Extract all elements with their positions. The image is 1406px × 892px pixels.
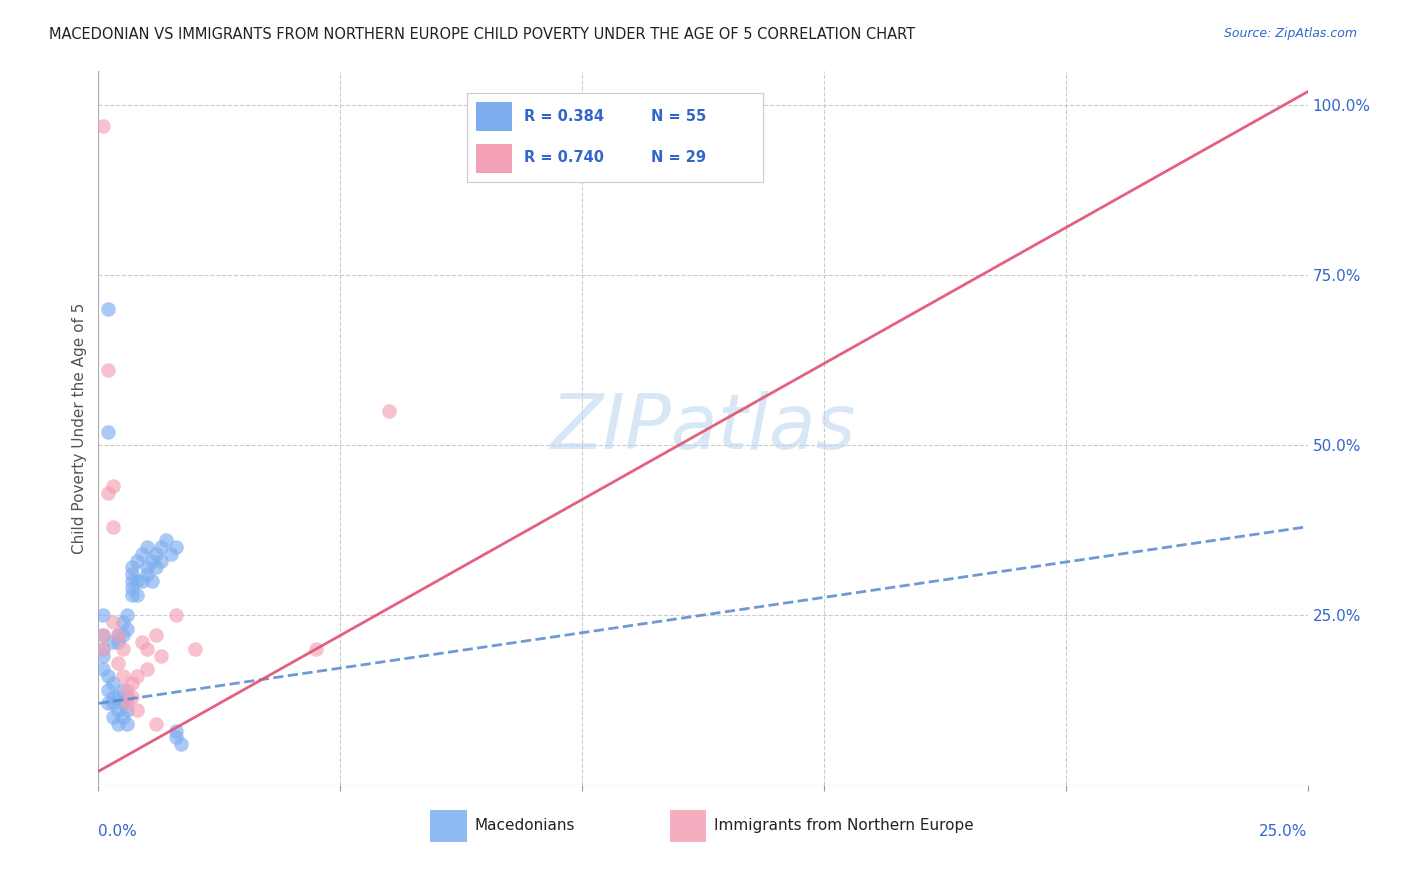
Point <box>184 642 207 657</box>
Y-axis label: Child Poverty Under the Age of 5: Child Poverty Under the Age of 5 <box>72 302 87 554</box>
Point <box>111 710 134 724</box>
Point <box>101 479 124 493</box>
Text: 0.0%: 0.0% <box>98 824 138 839</box>
Point <box>107 656 129 670</box>
Point <box>97 697 120 711</box>
Point <box>97 682 120 697</box>
Point <box>117 682 139 697</box>
Point <box>111 615 134 629</box>
Point <box>121 581 143 595</box>
Point <box>117 716 139 731</box>
Point <box>127 669 149 683</box>
Point <box>117 703 139 717</box>
Point <box>135 642 157 657</box>
Point <box>377 404 399 418</box>
Point <box>101 690 124 704</box>
Point <box>165 608 187 623</box>
Point <box>91 648 114 663</box>
Point <box>141 574 163 588</box>
Point <box>101 710 124 724</box>
Point <box>165 723 187 738</box>
Point <box>91 662 114 676</box>
Point <box>117 690 139 704</box>
Point <box>141 554 163 568</box>
Point <box>101 615 124 629</box>
Point <box>127 554 149 568</box>
Point <box>145 628 167 642</box>
Point <box>117 697 139 711</box>
Point <box>97 363 120 377</box>
Point <box>97 485 120 500</box>
Point <box>131 547 153 561</box>
Point <box>644 153 666 167</box>
Point <box>127 588 149 602</box>
Point <box>117 622 139 636</box>
Point <box>145 560 167 574</box>
Point <box>165 540 187 554</box>
Point <box>107 635 129 649</box>
Point <box>127 574 149 588</box>
Point <box>111 628 134 642</box>
Text: MACEDONIAN VS IMMIGRANTS FROM NORTHERN EUROPE CHILD POVERTY UNDER THE AGE OF 5 C: MACEDONIAN VS IMMIGRANTS FROM NORTHERN E… <box>49 27 915 42</box>
Point <box>145 547 167 561</box>
Point <box>91 642 114 657</box>
Point <box>101 519 124 533</box>
Point <box>121 574 143 588</box>
Point <box>107 628 129 642</box>
Point <box>160 547 183 561</box>
Point <box>91 642 114 657</box>
Point <box>91 608 114 623</box>
Point <box>121 588 143 602</box>
Point <box>111 697 134 711</box>
Point <box>91 628 114 642</box>
Text: 25.0%: 25.0% <box>1260 824 1308 839</box>
Point <box>111 682 134 697</box>
Point <box>305 642 328 657</box>
Point <box>131 574 153 588</box>
Point <box>121 560 143 574</box>
Point <box>135 567 157 582</box>
Point <box>121 567 143 582</box>
Point <box>165 731 187 745</box>
Point <box>97 302 120 317</box>
Point <box>131 635 153 649</box>
Point <box>121 676 143 690</box>
Point <box>111 642 134 657</box>
Point <box>91 628 114 642</box>
Point <box>169 737 191 751</box>
Point <box>101 635 124 649</box>
Point <box>135 662 157 676</box>
Point <box>150 554 173 568</box>
Point <box>107 690 129 704</box>
Point <box>107 628 129 642</box>
Point <box>107 703 129 717</box>
Point <box>117 608 139 623</box>
Point <box>101 697 124 711</box>
Point <box>97 425 120 439</box>
Point <box>135 540 157 554</box>
Point <box>145 716 167 731</box>
Point <box>107 716 129 731</box>
Point <box>111 669 134 683</box>
Point <box>91 119 114 133</box>
Point <box>155 533 177 548</box>
Point <box>150 648 173 663</box>
Point <box>101 676 124 690</box>
Text: Source: ZipAtlas.com: Source: ZipAtlas.com <box>1223 27 1357 40</box>
Point <box>150 540 173 554</box>
Point <box>97 669 120 683</box>
Point <box>135 560 157 574</box>
Text: ZIPatlas: ZIPatlas <box>550 392 856 465</box>
Point <box>121 690 143 704</box>
Point <box>127 703 149 717</box>
